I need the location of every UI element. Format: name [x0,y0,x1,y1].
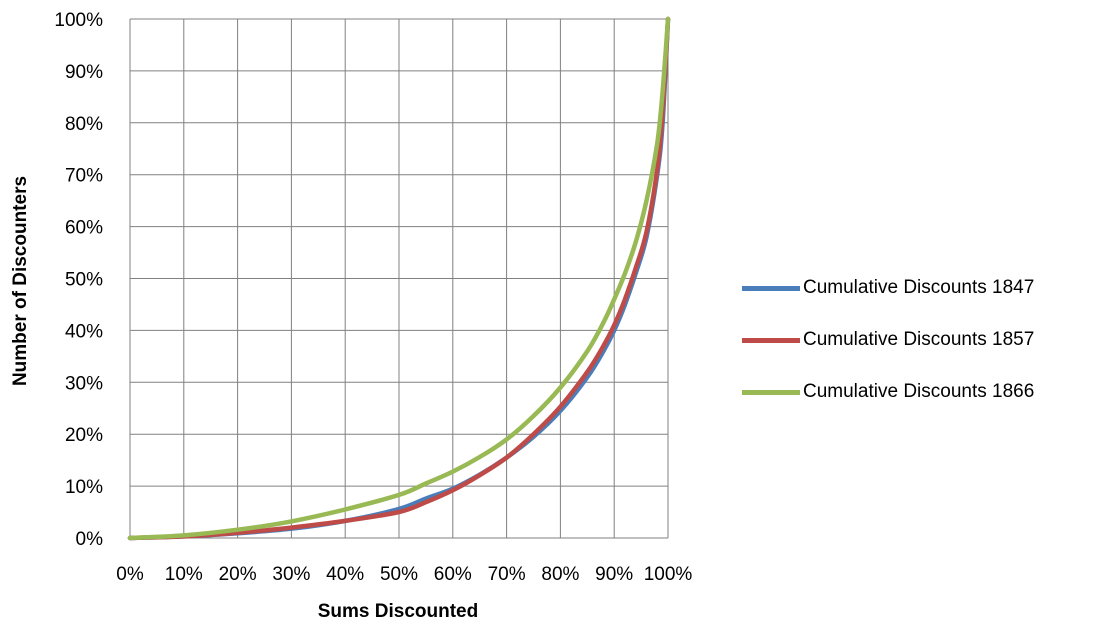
legend-item: Cumulative Discounts 1866 [742,366,1034,418]
series-lines [127,16,671,541]
y-tick-label: 70% [65,166,103,187]
x-tick-label: 40% [326,564,364,585]
x-tick-label: 30% [272,564,310,585]
legend-swatch [742,337,800,343]
y-tick-label: 0% [76,529,104,550]
x-tick-label: 50% [380,564,418,585]
y-tick-label: 90% [65,62,103,83]
legend-label: Cumulative Discounts 1847 [803,277,1035,298]
legend-item: Cumulative Discounts 1857 [742,314,1034,366]
x-tick-label: 60% [434,564,472,585]
legend-label: Cumulative Discounts 1866 [803,381,1035,402]
x-axis-ticks: 0% 10% 20% 30% 40% 50% 60% 70% 80% 90% 100% [116,564,692,585]
y-tick-label: 40% [65,321,103,342]
x-axis-title: Sums Discounted [318,601,478,622]
legend-swatch [742,389,800,395]
y-tick-label: 50% [65,270,103,291]
x-tick-label: 20% [219,564,257,585]
legend: Cumulative Discounts 1847 Cumulative Disc… [742,262,1034,418]
y-tick-label: 20% [65,425,103,446]
y-axis-ticks: 0% 10% 20% 30% 40% 50% 60% 70% 80% 90% 100% [54,10,103,550]
y-tick-label: 80% [65,114,103,135]
x-tick-label: 90% [595,564,633,585]
x-tick-label: 70% [488,564,526,585]
series-line-2 [127,16,671,541]
y-tick-label: 60% [65,218,103,239]
x-tick-label: 0% [116,564,144,585]
legend-label: Cumulative Discounts 1857 [803,329,1035,350]
y-tick-label: 100% [54,10,103,31]
legend-swatch [742,285,800,291]
legend-item: Cumulative Discounts 1847 [742,262,1034,314]
grid [129,18,669,539]
y-tick-label: 10% [65,477,103,498]
y-tick-label: 30% [65,373,103,394]
x-tick-label: 10% [165,564,203,585]
series-line-3 [127,16,671,541]
x-tick-label: 80% [541,564,579,585]
x-tick-label: 100% [644,564,693,585]
y-axis-title: Number of Discounters [10,176,31,386]
